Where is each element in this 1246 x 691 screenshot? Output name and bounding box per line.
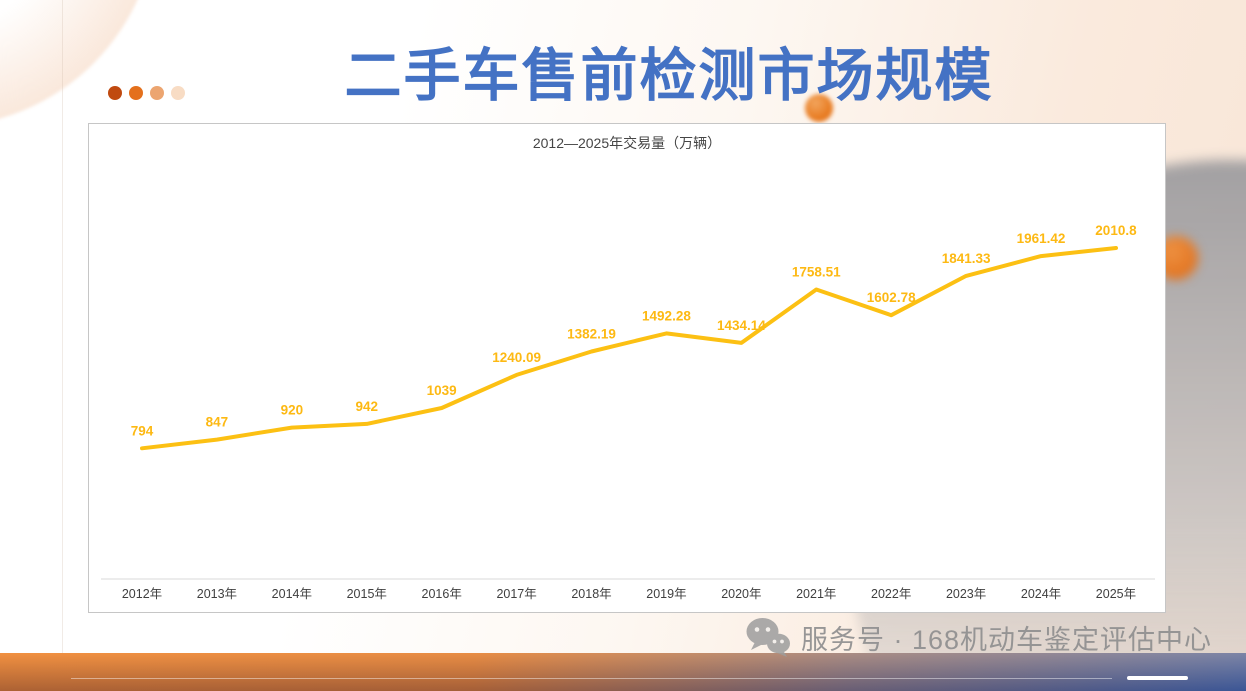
svg-text:2017年: 2017年 bbox=[496, 587, 536, 601]
svg-text:2021年: 2021年 bbox=[796, 587, 836, 601]
svg-text:2020年: 2020年 bbox=[721, 587, 761, 601]
line-chart: 794 847 920 942 1039 1240.09 1382.19 1492.28 143… bbox=[101, 223, 1155, 601]
progress-dot bbox=[108, 86, 122, 100]
svg-text:1841.33: 1841.33 bbox=[942, 251, 991, 266]
slide-title: 二手车售前检测市场规模 bbox=[344, 44, 994, 108]
footer-label: 服务号 · 168机动车鉴定评估中心 bbox=[800, 624, 1212, 655]
svg-text:1039: 1039 bbox=[427, 383, 457, 398]
wechat-footer: 服务号 · 168机动车鉴定评估中心 bbox=[745, 617, 1212, 657]
svg-text:2012年: 2012年 bbox=[122, 587, 162, 601]
svg-text:1602.78: 1602.78 bbox=[867, 290, 916, 305]
svg-text:2016年: 2016年 bbox=[422, 587, 462, 601]
svg-text:2025年: 2025年 bbox=[1096, 587, 1136, 601]
svg-text:920: 920 bbox=[281, 403, 304, 418]
progress-dot bbox=[129, 86, 143, 100]
chart-title: 2012—2025年交易量（万辆） bbox=[532, 135, 722, 151]
bar-dash bbox=[1127, 676, 1188, 680]
svg-text:847: 847 bbox=[206, 415, 229, 430]
svg-text:2010.8: 2010.8 bbox=[1095, 223, 1137, 238]
svg-text:2023年: 2023年 bbox=[946, 587, 986, 601]
svg-text:942: 942 bbox=[355, 399, 378, 414]
svg-text:2019年: 2019年 bbox=[646, 587, 686, 601]
bar-divider-line bbox=[71, 678, 1112, 679]
svg-text:2014年: 2014年 bbox=[272, 587, 312, 601]
svg-text:1382.19: 1382.19 bbox=[567, 326, 616, 341]
svg-text:1434.14: 1434.14 bbox=[717, 318, 766, 333]
chart-card: 2012—2025年交易量（万辆） 794 847 920 942 1039 1240.0… bbox=[88, 123, 1166, 613]
svg-text:2018年: 2018年 bbox=[571, 587, 611, 601]
svg-text:2015年: 2015年 bbox=[347, 587, 387, 601]
orange-decor-ball bbox=[805, 94, 833, 122]
svg-text:794: 794 bbox=[131, 423, 154, 438]
progress-dot bbox=[150, 86, 164, 100]
svg-text:1961.42: 1961.42 bbox=[1017, 231, 1066, 246]
svg-text:2022年: 2022年 bbox=[871, 587, 911, 601]
svg-text:1240.09: 1240.09 bbox=[492, 350, 541, 365]
svg-text:1758.51: 1758.51 bbox=[792, 265, 841, 280]
svg-text:2024年: 2024年 bbox=[1021, 587, 1061, 601]
progress-dots bbox=[108, 86, 185, 100]
svg-text:1492.28: 1492.28 bbox=[642, 308, 691, 323]
svg-text:2013年: 2013年 bbox=[197, 587, 237, 601]
left-divider-line bbox=[62, 0, 63, 691]
progress-dot bbox=[171, 86, 185, 100]
bottom-bar bbox=[0, 653, 1246, 691]
wechat-icon bbox=[746, 618, 790, 657]
